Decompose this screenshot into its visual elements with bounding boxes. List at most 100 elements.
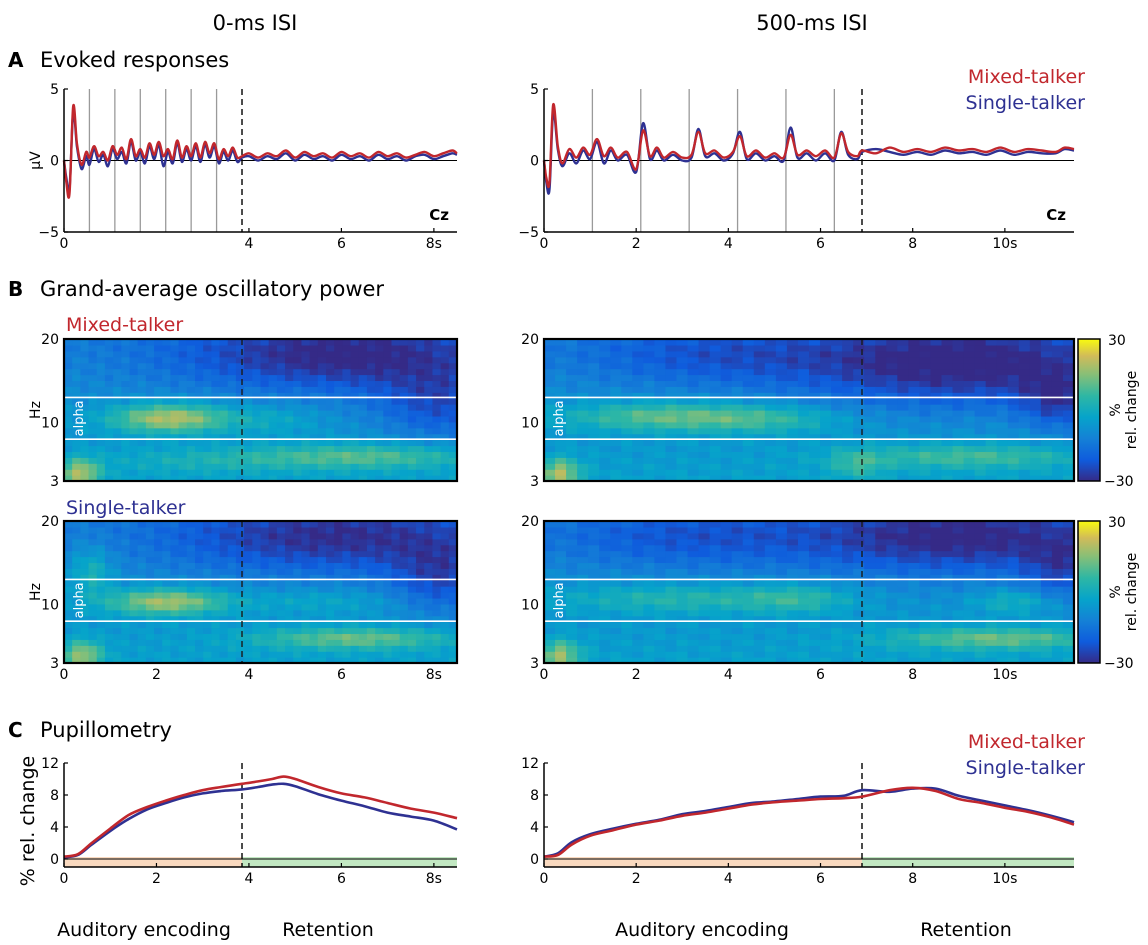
heatmap-cell: [1051, 586, 1064, 593]
heatmap-cell: [610, 410, 622, 417]
heatmap-cell: [129, 368, 139, 376]
heatmap-cell: [424, 427, 434, 435]
heatmap-cell: [309, 574, 319, 581]
heatmap-cell: [621, 392, 633, 399]
heatmap-cell: [687, 639, 700, 646]
heatmap-cell: [203, 568, 212, 575]
heatmap-cell: [342, 439, 352, 447]
heatmap-cell: [326, 657, 335, 664]
heatmap-cell: [383, 621, 393, 629]
heatmap-cell: [875, 362, 887, 370]
heatmap-cell: [416, 339, 425, 346]
heatmap-cell: [121, 550, 131, 558]
heatmap-cell: [544, 592, 556, 599]
heatmap-cell: [588, 586, 600, 593]
heatmap-cell: [676, 615, 689, 623]
heatmap-cell: [555, 633, 567, 640]
heatmap-cell: [985, 562, 998, 569]
heatmap-cell: [252, 421, 262, 429]
heatmap-cell: [137, 398, 147, 405]
heatmap-cell: [350, 421, 360, 429]
heatmap-cell: [941, 574, 954, 581]
heatmap-cell: [599, 532, 611, 540]
heatmap-cell: [244, 368, 253, 376]
heatmap-cell: [301, 469, 311, 476]
heatmap-cell: [252, 621, 262, 629]
heatmap-cell: [285, 439, 294, 447]
heatmap-cell: [358, 651, 368, 658]
heatmap-cell: [399, 475, 409, 482]
heatmap-cell: [170, 344, 180, 352]
heatmap-cell: [577, 404, 589, 411]
heatmap-cell: [1062, 532, 1075, 540]
heatmap-cell: [665, 398, 678, 405]
heatmap-cell: [930, 603, 943, 611]
heatmap-cell: [731, 544, 744, 552]
heatmap-cell: [599, 350, 611, 358]
heatmap-cell: [293, 651, 303, 658]
heatmap-cell: [809, 415, 821, 423]
heatmap-cell: [350, 433, 360, 441]
heatmap-cell: [853, 633, 865, 640]
heatmap-cell: [309, 645, 319, 652]
heatmap-cell: [875, 603, 887, 611]
heatmap-cell: [1029, 550, 1042, 558]
heatmap-cell: [293, 451, 303, 458]
heatmap-cell: [219, 621, 229, 629]
heatmap-cell: [162, 392, 172, 399]
heatmap-cell: [930, 398, 943, 405]
heatmap-cell: [227, 404, 237, 411]
heatmap-cell: [665, 621, 678, 629]
heatmap-cell: [260, 574, 270, 581]
heatmap-cell: [709, 433, 722, 441]
heatmap-cell: [676, 457, 689, 464]
heatmap-cell: [64, 532, 73, 540]
heatmap-cell: [227, 592, 237, 599]
heatmap-cell: [391, 603, 401, 611]
heatmap-cell: [137, 457, 147, 464]
heatmap-cell: [407, 532, 417, 540]
heatmap-cell: [244, 615, 253, 623]
heatmap-cell: [632, 404, 644, 411]
heatmap-cell: [80, 475, 90, 482]
heatmap-cell: [544, 475, 556, 482]
heatmap-cell: [211, 445, 221, 453]
y-tick-label: 20: [521, 332, 539, 348]
heatmap-cell: [809, 374, 821, 382]
heatmap-cell: [121, 374, 131, 382]
heatmap-cell: [342, 544, 352, 552]
heatmap-cell: [358, 404, 368, 411]
heatmap-cell: [334, 621, 343, 629]
heatmap-cell: [383, 609, 393, 617]
heatmap-cell: [334, 463, 343, 470]
heatmap-cell: [399, 415, 409, 423]
heatmap-cell: [88, 445, 98, 453]
heatmap-cell: [80, 457, 90, 464]
heatmap-cell: [285, 415, 294, 423]
heatmap-cell: [129, 556, 139, 564]
heatmap-cell: [555, 415, 567, 423]
heatmap-cell: [875, 568, 887, 575]
heatmap-cell: [654, 603, 667, 611]
heatmap-cell: [985, 404, 998, 411]
heatmap-cell: [80, 562, 90, 569]
heatmap-cell: [985, 621, 998, 629]
heatmap-cell: [170, 621, 180, 629]
heatmap-cell: [919, 410, 932, 417]
heatmap-cell: [334, 451, 343, 458]
heatmap-cell: [137, 350, 147, 358]
heatmap-cell: [407, 463, 417, 470]
heatmap-cell: [555, 651, 567, 658]
heatmap-cell: [203, 386, 212, 393]
heatmap-cell: [753, 562, 766, 569]
heatmap-cell: [80, 627, 90, 635]
heatmap-cell: [1018, 651, 1031, 658]
heatmap-cell: [853, 568, 865, 575]
heatmap-cell: [317, 457, 327, 464]
heatmap-cell: [764, 350, 777, 358]
heatmap-cell: [599, 544, 611, 552]
heatmap-cell: [842, 433, 854, 441]
heatmap-cell: [599, 475, 611, 482]
heatmap-cell: [244, 445, 253, 453]
heatmap-cell: [621, 645, 633, 652]
